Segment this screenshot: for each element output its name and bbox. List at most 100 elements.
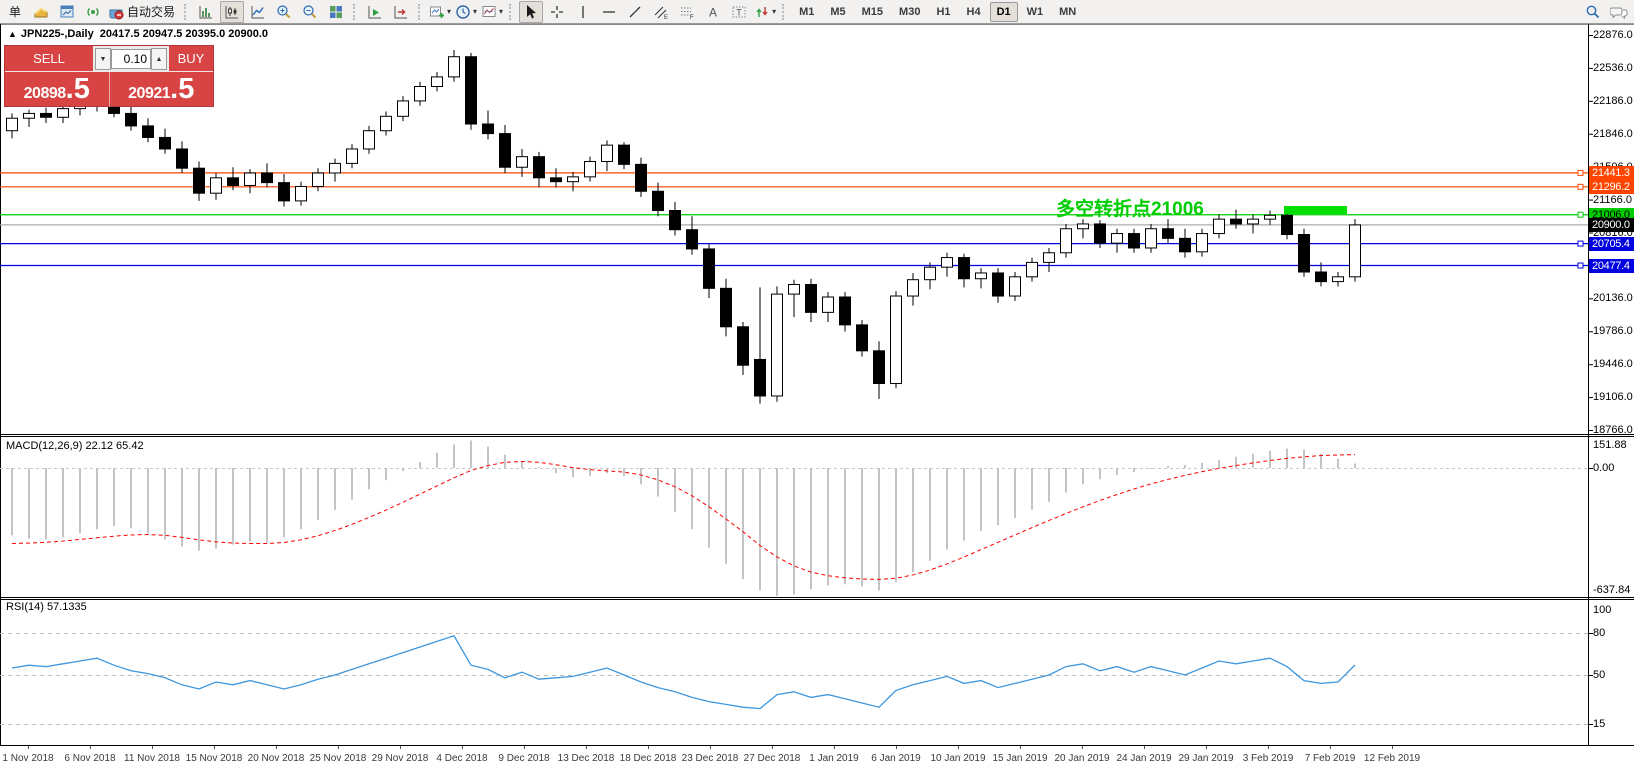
buy-price-main: 20921 (128, 85, 171, 102)
buy-button[interactable]: BUY (169, 46, 213, 72)
candle-body (1179, 237, 1191, 253)
search-icon[interactable] (1581, 1, 1605, 23)
candle-body (703, 248, 715, 289)
candle-body (550, 177, 562, 183)
horizontal-line-glyph (603, 10, 616, 13)
level-price-badge: 21296.2 (1589, 179, 1634, 194)
horizontal-line-icon[interactable] (597, 1, 621, 23)
market-watch-icon[interactable] (29, 1, 53, 23)
shapes-button[interactable]: ▾ (753, 1, 777, 23)
candle-body (737, 326, 749, 366)
text-icon[interactable]: A (701, 1, 725, 23)
toolbar-grip (782, 3, 787, 20)
candle-body (414, 86, 426, 102)
date-tick-label: 1 Jan 2019 (809, 753, 859, 764)
zoom-out-icon[interactable] (298, 1, 322, 23)
macd-max-label: 151.88 (1593, 439, 1627, 451)
candle-body (890, 295, 902, 384)
date-tick-label: 10 Jan 2019 (930, 753, 986, 764)
date-tick-label: 15 Jan 2019 (992, 753, 1048, 764)
autotrade-icon (109, 9, 124, 19)
bar-chart-icon[interactable] (194, 1, 218, 23)
tab-timeframe-d1[interactable]: D1 (989, 1, 1018, 22)
templates-button[interactable]: ▾ (480, 1, 504, 23)
tile-windows-icon[interactable] (324, 1, 348, 23)
auto-scroll-icon[interactable] (363, 1, 387, 23)
candle-body (686, 229, 698, 250)
candle-body (601, 144, 613, 162)
zoom-in-icon[interactable] (272, 1, 296, 23)
macd-zero-label: 0.00 (1593, 462, 1615, 474)
level-anchor-handle[interactable] (1577, 211, 1584, 218)
tab-timeframe-h4[interactable]: H4 (966, 5, 981, 18)
shapes-dropdown-caret[interactable]: ▾ (772, 7, 777, 16)
level-anchor-handle[interactable] (1577, 169, 1584, 176)
timeframe-group: M1 M5 M15 M30 H1 H4 D1 W1 MN (791, 1, 1084, 22)
candle-body (1281, 214, 1293, 236)
tab-timeframe-m30[interactable]: M30 (899, 5, 921, 18)
date-tick-label: 6 Jan 2019 (871, 753, 921, 764)
fibonacci-icon[interactable]: F (675, 1, 699, 23)
candle-body (567, 176, 579, 183)
tab-timeframe-m1[interactable]: M1 (799, 5, 815, 18)
volume-down-button[interactable]: ▼ (95, 48, 111, 70)
tab-timeframe-w1[interactable]: W1 (1026, 5, 1044, 18)
buy-price[interactable]: 20921.5 (110, 72, 214, 107)
volume-up-button[interactable]: ▲ (151, 48, 167, 70)
text-label-icon[interactable]: T (727, 1, 751, 23)
chart-shift-icon[interactable] (389, 1, 413, 23)
trendline-icon[interactable] (623, 1, 647, 23)
sell-price-frac: .5 (65, 73, 90, 105)
candle-body (1043, 252, 1055, 263)
tab-timeframe-m5[interactable]: M5 (830, 5, 846, 18)
new-order-button[interactable]: 单 (3, 1, 27, 23)
candle-body (499, 133, 511, 168)
level-anchor-handle[interactable] (1577, 183, 1584, 190)
sell-price[interactable]: 20898.5 (5, 72, 109, 107)
tab-timeframe-m15[interactable]: M15 (861, 5, 884, 18)
candle-body (244, 172, 256, 187)
periods-button[interactable]: ▾ (454, 1, 478, 23)
candlestick-icon[interactable] (220, 0, 245, 23)
vertical-line-icon[interactable] (571, 1, 595, 23)
chart-window-icon[interactable] (55, 1, 79, 23)
date-tick-label: 4 Dec 2018 (436, 753, 488, 764)
volume-input[interactable]: 0.10 (111, 49, 151, 69)
tab-timeframe-h1[interactable]: H1 (936, 5, 951, 18)
candle-body (1128, 233, 1140, 249)
candle-body (975, 272, 987, 280)
current-price-badge: 20900.0 (1589, 217, 1634, 232)
level-anchor-handle[interactable] (1577, 240, 1584, 247)
svg-text:T: T (736, 7, 742, 17)
collapse-chart-icon[interactable]: ▲ (8, 29, 17, 39)
crosshair-icon[interactable] (545, 1, 569, 23)
equidistant-channel-icon[interactable]: E (649, 1, 673, 23)
sell-button[interactable]: SELL (5, 46, 93, 72)
candle-body (1026, 261, 1038, 278)
signal-icon[interactable] (81, 1, 105, 23)
line-chart-icon[interactable] (246, 1, 270, 23)
svg-text:E: E (664, 15, 668, 20)
indicators-button[interactable]: ▾ (428, 1, 452, 23)
indicators-dropdown-caret[interactable]: ▾ (447, 7, 452, 16)
candle-body (907, 279, 919, 297)
periods-dropdown-caret[interactable]: ▾ (473, 7, 478, 16)
candle-body (6, 117, 18, 132)
price-tick-label: 22876.0 (1593, 29, 1633, 41)
zoom-in-glyph (277, 4, 291, 18)
shapes-arrows-icon (756, 6, 768, 17)
chat-icon[interactable] (1607, 1, 1631, 23)
templates-dropdown-caret[interactable]: ▾ (499, 7, 504, 16)
candle-body (448, 56, 460, 78)
date-tick-label: 11 Nov 2018 (124, 753, 180, 764)
autotrade-button[interactable]: 自动交易 (107, 1, 179, 23)
candle-body (1009, 276, 1021, 297)
level-anchor-handle[interactable] (1577, 262, 1584, 269)
candle-body (873, 350, 885, 384)
chart-window-glyph (60, 5, 74, 17)
tab-timeframe-mn[interactable]: MN (1059, 5, 1077, 18)
date-tick-label: 20 Nov 2018 (247, 753, 305, 764)
cursor-icon[interactable] (519, 0, 544, 23)
candle-body (1060, 228, 1072, 254)
